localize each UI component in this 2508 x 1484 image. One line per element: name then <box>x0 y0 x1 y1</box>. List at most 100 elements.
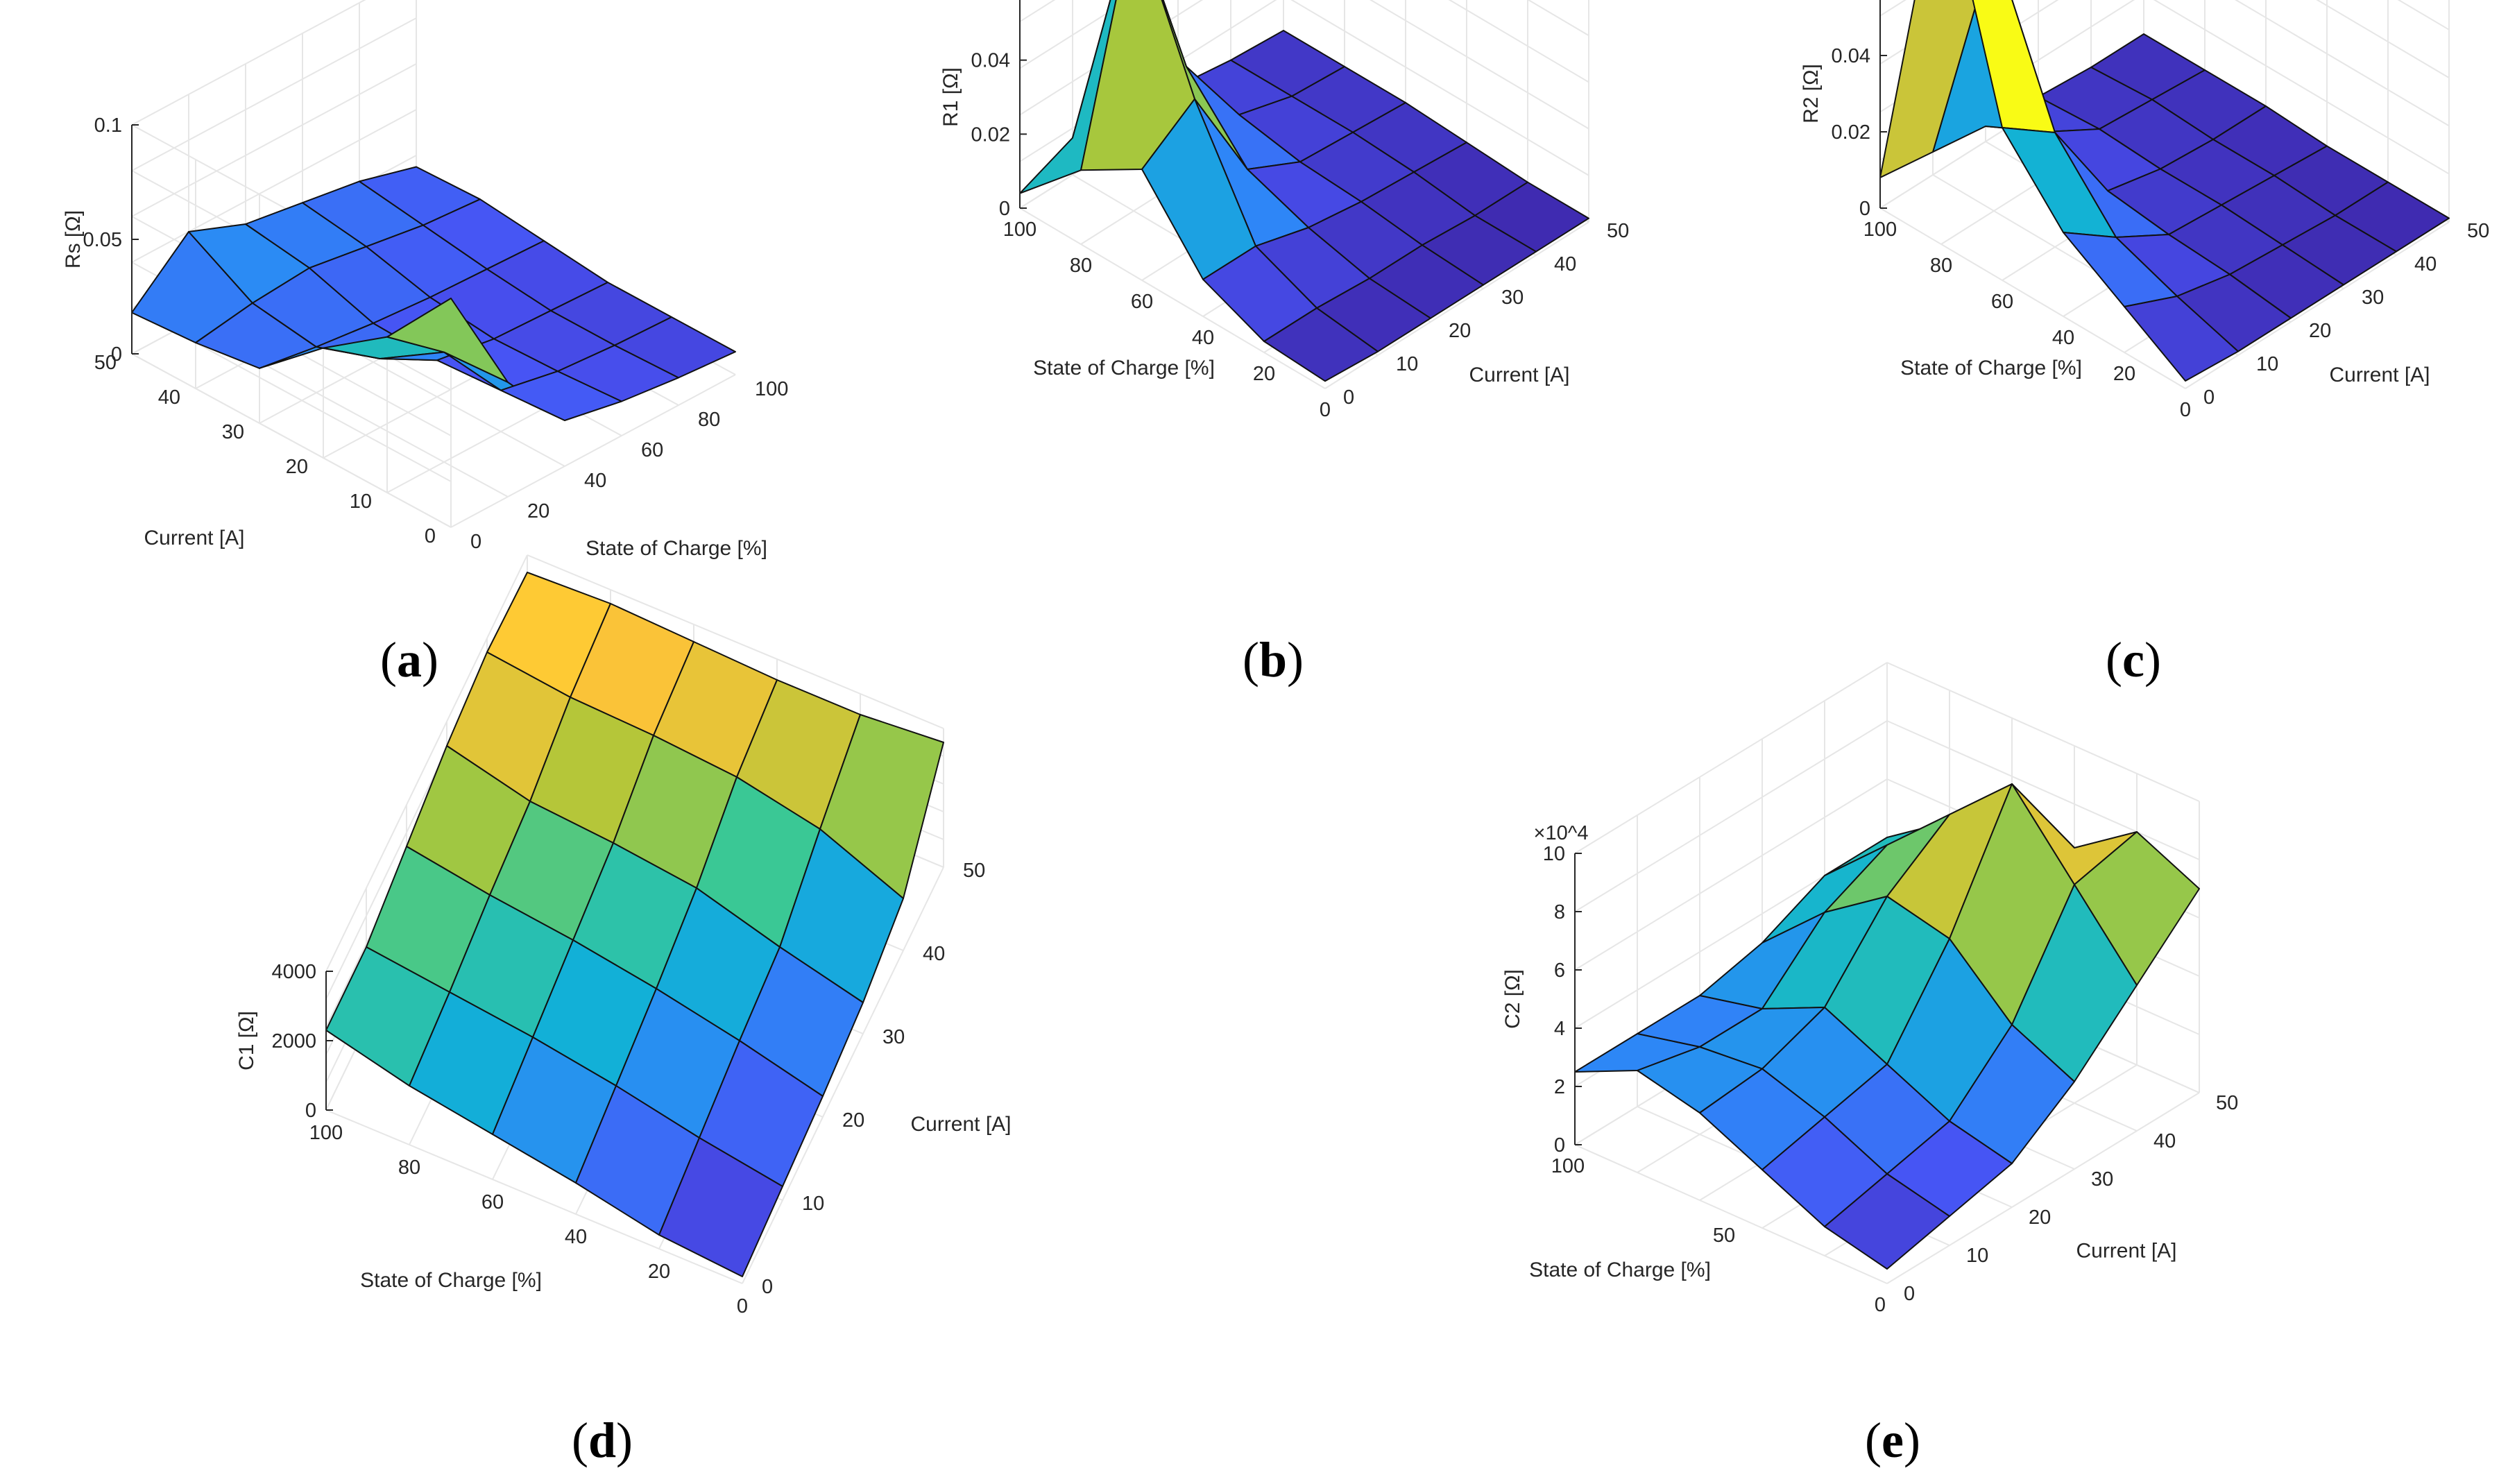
x-tick-label: 20 <box>1253 363 1275 385</box>
axes-b: 00.020.040.0602040608010001020304050Stat… <box>939 0 1629 421</box>
z-tick-label: 0 <box>1554 1134 1565 1157</box>
z-tick-label: 0.04 <box>971 50 1010 72</box>
surface-c <box>1879 0 2450 382</box>
x-tick-label: 40 <box>565 1226 587 1248</box>
x-tick-label: 60 <box>641 439 663 461</box>
x-tick-label: 20 <box>2113 363 2135 385</box>
y-tick-label: 0 <box>1904 1283 1915 1305</box>
gridline <box>1019 207 1326 389</box>
surface-face <box>1019 0 1117 194</box>
y-tick-label: 10 <box>2256 353 2278 375</box>
gridline <box>2235 0 2450 127</box>
z-axis-label: R2 [Ω] <box>1800 64 1823 123</box>
gridline <box>131 109 417 263</box>
surface-b <box>1019 0 1589 382</box>
x-tick-label: 0 <box>2180 399 2191 421</box>
gridline <box>1886 1092 2200 1284</box>
panel-label-e: (e) <box>1865 1413 1920 1468</box>
panel-label-c: (c) <box>2106 632 2161 688</box>
x-tick-label: 20 <box>648 1261 670 1283</box>
gridline <box>2316 0 2450 78</box>
x-tick-label: 0 <box>470 531 481 553</box>
surface-face <box>1879 0 1979 178</box>
surface-face <box>1824 1173 1950 1270</box>
gridline <box>131 0 366 126</box>
z-tick-label: 0 <box>111 343 122 366</box>
surface-d <box>325 572 944 1277</box>
y-tick-label: 40 <box>2414 253 2437 275</box>
gridline <box>325 1109 743 1284</box>
y-tick-label: 30 <box>222 421 244 443</box>
z-tick-label: 0.05 <box>83 229 122 251</box>
gridline <box>1574 778 1888 971</box>
x-tick-label: 100 <box>1003 219 1037 241</box>
gridline <box>1574 662 1888 854</box>
y-tick-label: 30 <box>2091 1168 2113 1191</box>
y-tick-label: 30 <box>2362 287 2384 309</box>
z-axis-label: R1 [Ω] <box>939 67 962 127</box>
gridline <box>2185 221 2450 389</box>
x-tick-label: 80 <box>1930 255 1952 277</box>
y-tick-label: 0 <box>762 1276 773 1298</box>
panel-label-a: (a) <box>380 632 438 688</box>
gridline <box>1290 0 1589 176</box>
x-tick-label: 100 <box>755 378 788 400</box>
gridline <box>2397 0 2450 31</box>
x-tick-label: 60 <box>1991 291 2013 313</box>
y-tick-label: 40 <box>1554 253 1576 275</box>
gridline <box>131 353 452 528</box>
surface-plot-c: 00.020.040.0602040608010001020304050Stat… <box>1800 0 2489 421</box>
z-axis-label: Rs [Ω] <box>62 210 85 268</box>
surface-face <box>1263 307 1379 382</box>
y-tick-label: 30 <box>1501 287 1524 309</box>
y-tick-label: 20 <box>2029 1206 2051 1229</box>
panel-label-b: (b) <box>1243 632 1304 688</box>
surface-a <box>131 166 736 421</box>
z-tick-label: 2000 <box>271 1030 316 1052</box>
x-tick-label: 80 <box>398 1157 420 1179</box>
x-tick-label: 100 <box>1863 219 1897 241</box>
y-tick-label: 50 <box>2216 1092 2238 1114</box>
x-tick-label: 40 <box>1192 327 1214 349</box>
x-tick-label: 80 <box>1070 255 1092 277</box>
gridline <box>131 17 417 171</box>
z-tick-label: 0 <box>1859 198 1870 220</box>
gridline <box>2153 0 2450 175</box>
z-tick-label: 0.02 <box>971 123 1010 146</box>
y-tick-label: 10 <box>350 491 372 513</box>
gridline <box>1886 720 2200 860</box>
x-tick-label: 40 <box>584 470 606 492</box>
surface-plot-b: 00.020.040.0602040608010001020304050Stat… <box>939 0 1629 421</box>
z-tick-label: 4 <box>1554 1018 1565 1040</box>
surface-e <box>1574 783 2200 1270</box>
z-tick-label: 0.02 <box>1832 121 1870 144</box>
gridline <box>1448 0 1589 83</box>
x-tick-label: 0 <box>737 1295 748 1317</box>
x-tick-label: 60 <box>481 1191 504 1213</box>
z-tick-label: 0 <box>305 1100 316 1122</box>
axes-c: 00.020.040.0602040608010001020304050Stat… <box>1800 0 2489 421</box>
y-axis-label: Current [A] <box>1469 364 1569 386</box>
z-tick-label: 2 <box>1554 1076 1565 1098</box>
y-tick-label: 40 <box>158 386 180 409</box>
y-tick-label: 0 <box>2203 386 2215 409</box>
x-tick-label: 40 <box>2052 327 2074 349</box>
z-tick-label: 4000 <box>271 961 316 983</box>
gridline <box>527 554 944 729</box>
y-tick-label: 0 <box>1343 386 1354 409</box>
y-tick-label: 20 <box>2309 320 2331 342</box>
x-tick-label: 50 <box>1713 1225 1735 1247</box>
gridline <box>1574 720 1888 912</box>
x-tick-label: 100 <box>309 1122 343 1144</box>
panel-labels-layer: (a) (b) (c) (d) (e) <box>380 632 2161 1468</box>
z-tick-label: 0.04 <box>1832 45 1870 67</box>
y-axis-label: Current [A] <box>144 527 244 549</box>
y-axis-label: Current [A] <box>2076 1240 2176 1263</box>
surface-face <box>2124 296 2239 382</box>
y-tick-label: 10 <box>1396 353 1418 375</box>
panel-label-d: (d) <box>572 1413 633 1468</box>
x-axis-label: State of Charge [%] <box>1033 357 1215 379</box>
